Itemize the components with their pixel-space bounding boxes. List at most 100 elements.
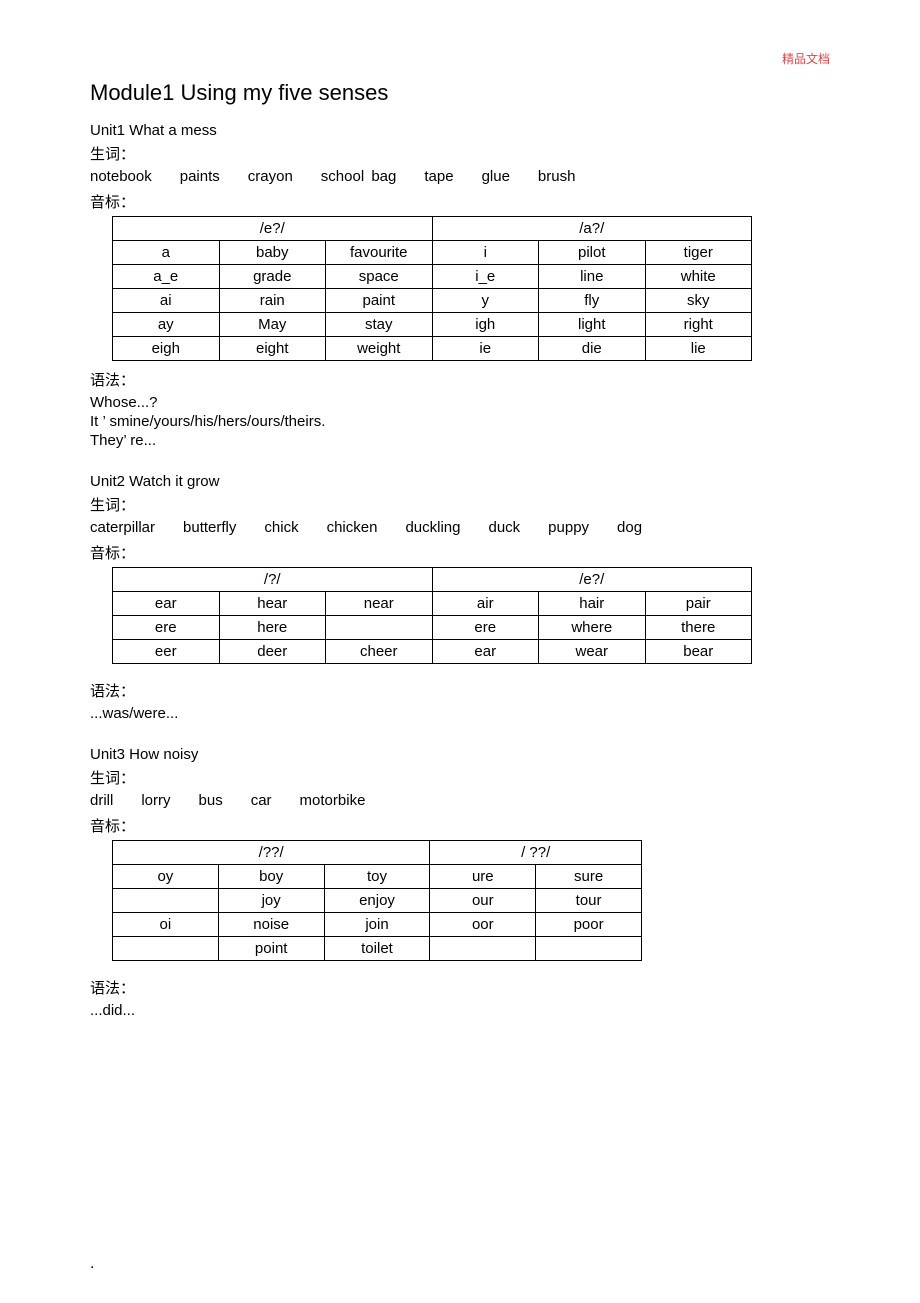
word-item: motorbike bbox=[300, 792, 366, 809]
unit2-words-label: 生词： bbox=[90, 494, 830, 515]
table-cell bbox=[113, 889, 219, 913]
unit2-table: /?//e?/earhearnearairhairpairerehereerew… bbox=[112, 567, 752, 664]
table-cell: our bbox=[430, 889, 536, 913]
word-item: lorry bbox=[141, 792, 170, 809]
table-row: erehereerewherethere bbox=[113, 616, 752, 640]
table-cell: ear bbox=[432, 640, 539, 664]
table-row: earhearnearairhairpair bbox=[113, 592, 752, 616]
table-cell bbox=[430, 937, 536, 961]
table-cell: fly bbox=[539, 289, 646, 313]
table-cell: pair bbox=[645, 592, 752, 616]
table-cell: i_e bbox=[432, 265, 539, 289]
unit2-grammar-label: 语法： bbox=[90, 680, 830, 701]
word-item: bus bbox=[199, 792, 223, 809]
word-item: crayon bbox=[248, 168, 293, 185]
table-cell: paint bbox=[326, 289, 433, 313]
table-cell: a bbox=[113, 241, 220, 265]
table-cell: ear bbox=[113, 592, 220, 616]
table-cell: ure bbox=[430, 865, 536, 889]
word-item: caterpillar bbox=[90, 519, 155, 536]
table-cell: sky bbox=[645, 289, 752, 313]
unit1-grammar-label: 语法： bbox=[90, 369, 830, 390]
table-cell: point bbox=[218, 937, 324, 961]
table-cell: die bbox=[539, 337, 646, 361]
table-cell: toy bbox=[324, 865, 430, 889]
table-row: oinoisejoinoorpoor bbox=[113, 913, 642, 937]
unit3-grammar: ...did... bbox=[90, 1002, 830, 1019]
unit1-grammar: Whose...? It ’ smine/yours/his/hers/ours/… bbox=[90, 394, 830, 449]
word-item: chick bbox=[264, 519, 298, 536]
table-cell: there bbox=[645, 616, 752, 640]
module-title: Module1 Using my five senses bbox=[90, 80, 830, 106]
table-cell: lie bbox=[645, 337, 752, 361]
table-cell: here bbox=[219, 616, 326, 640]
unit2-phonetic-label: 音标： bbox=[90, 542, 830, 563]
table-header-cell: /??/ bbox=[113, 841, 430, 865]
table-cell: ay bbox=[113, 313, 220, 337]
table-cell: poor bbox=[536, 913, 642, 937]
word-item: brush bbox=[538, 168, 576, 185]
table-cell: stay bbox=[326, 313, 433, 337]
word-item: dog bbox=[617, 519, 642, 536]
unit2-title: Unit2 Watch it grow bbox=[90, 473, 830, 490]
table-cell: eight bbox=[219, 337, 326, 361]
table-cell: ere bbox=[432, 616, 539, 640]
unit3-words-label: 生词： bbox=[90, 767, 830, 788]
table-header-cell: /e?/ bbox=[113, 217, 433, 241]
table-row: a_egradespacei_elinewhite bbox=[113, 265, 752, 289]
unit3-table: /??// ??/oyboytoyuresurejoyenjoyourtouro… bbox=[112, 840, 642, 961]
table-cell: ai bbox=[113, 289, 220, 313]
table-cell: ie bbox=[432, 337, 539, 361]
grammar-line: They’ re... bbox=[90, 432, 830, 449]
table-cell: noise bbox=[218, 913, 324, 937]
table-header-cell: / ??/ bbox=[430, 841, 642, 865]
table-header-cell: /?/ bbox=[113, 568, 433, 592]
table-cell: rain bbox=[219, 289, 326, 313]
table-cell bbox=[536, 937, 642, 961]
table-cell: enjoy bbox=[324, 889, 430, 913]
word-item: notebook bbox=[90, 168, 152, 185]
grammar-line: Whose...? bbox=[90, 394, 830, 411]
unit3-grammar-label: 语法： bbox=[90, 977, 830, 998]
table-row: joyenjoyourtour bbox=[113, 889, 642, 913]
table-cell: where bbox=[539, 616, 646, 640]
table-cell: tour bbox=[536, 889, 642, 913]
table-cell: oy bbox=[113, 865, 219, 889]
table-row: ayMaystayighlightright bbox=[113, 313, 752, 337]
word-item: school bag bbox=[321, 168, 397, 185]
word-item: puppy bbox=[548, 519, 589, 536]
grammar-line: It ’ smine/yours/his/hers/ours/theirs. bbox=[90, 413, 830, 430]
unit2-words: caterpillarbutterflychickchickenduckling… bbox=[90, 519, 830, 536]
table-cell: joy bbox=[218, 889, 324, 913]
word-item: car bbox=[251, 792, 272, 809]
page-content: Module1 Using my five senses Unit1 What … bbox=[0, 0, 920, 1061]
table-row: oyboytoyuresure bbox=[113, 865, 642, 889]
unit3-words: drilllorrybuscarmotorbike bbox=[90, 792, 830, 809]
table-row: eigheightweightiedielie bbox=[113, 337, 752, 361]
table-cell: bear bbox=[645, 640, 752, 664]
unit1-title: Unit1 What a mess bbox=[90, 122, 830, 139]
table-cell: light bbox=[539, 313, 646, 337]
table-cell bbox=[326, 616, 433, 640]
table-cell: white bbox=[645, 265, 752, 289]
table-cell: right bbox=[645, 313, 752, 337]
word-item: glue bbox=[482, 168, 510, 185]
table-row: ababyfavouriteipilottiger bbox=[113, 241, 752, 265]
table-cell: a_e bbox=[113, 265, 220, 289]
table-cell: oi bbox=[113, 913, 219, 937]
table-cell: near bbox=[326, 592, 433, 616]
unit3-title: Unit3 How noisy bbox=[90, 746, 830, 763]
table-cell: eer bbox=[113, 640, 220, 664]
table-cell: toilet bbox=[324, 937, 430, 961]
word-item: duck bbox=[488, 519, 520, 536]
unit3-phonetic-label: 音标： bbox=[90, 815, 830, 836]
table-cell: wear bbox=[539, 640, 646, 664]
word-item: tape bbox=[424, 168, 453, 185]
table-cell: hair bbox=[539, 592, 646, 616]
table-row: airainpaintyflysky bbox=[113, 289, 752, 313]
grammar-line: ...was/were... bbox=[90, 705, 830, 722]
table-header-cell: /e?/ bbox=[432, 568, 752, 592]
table-row: pointtoilet bbox=[113, 937, 642, 961]
table-cell: line bbox=[539, 265, 646, 289]
header-watermark: 精品文档 bbox=[782, 50, 830, 67]
